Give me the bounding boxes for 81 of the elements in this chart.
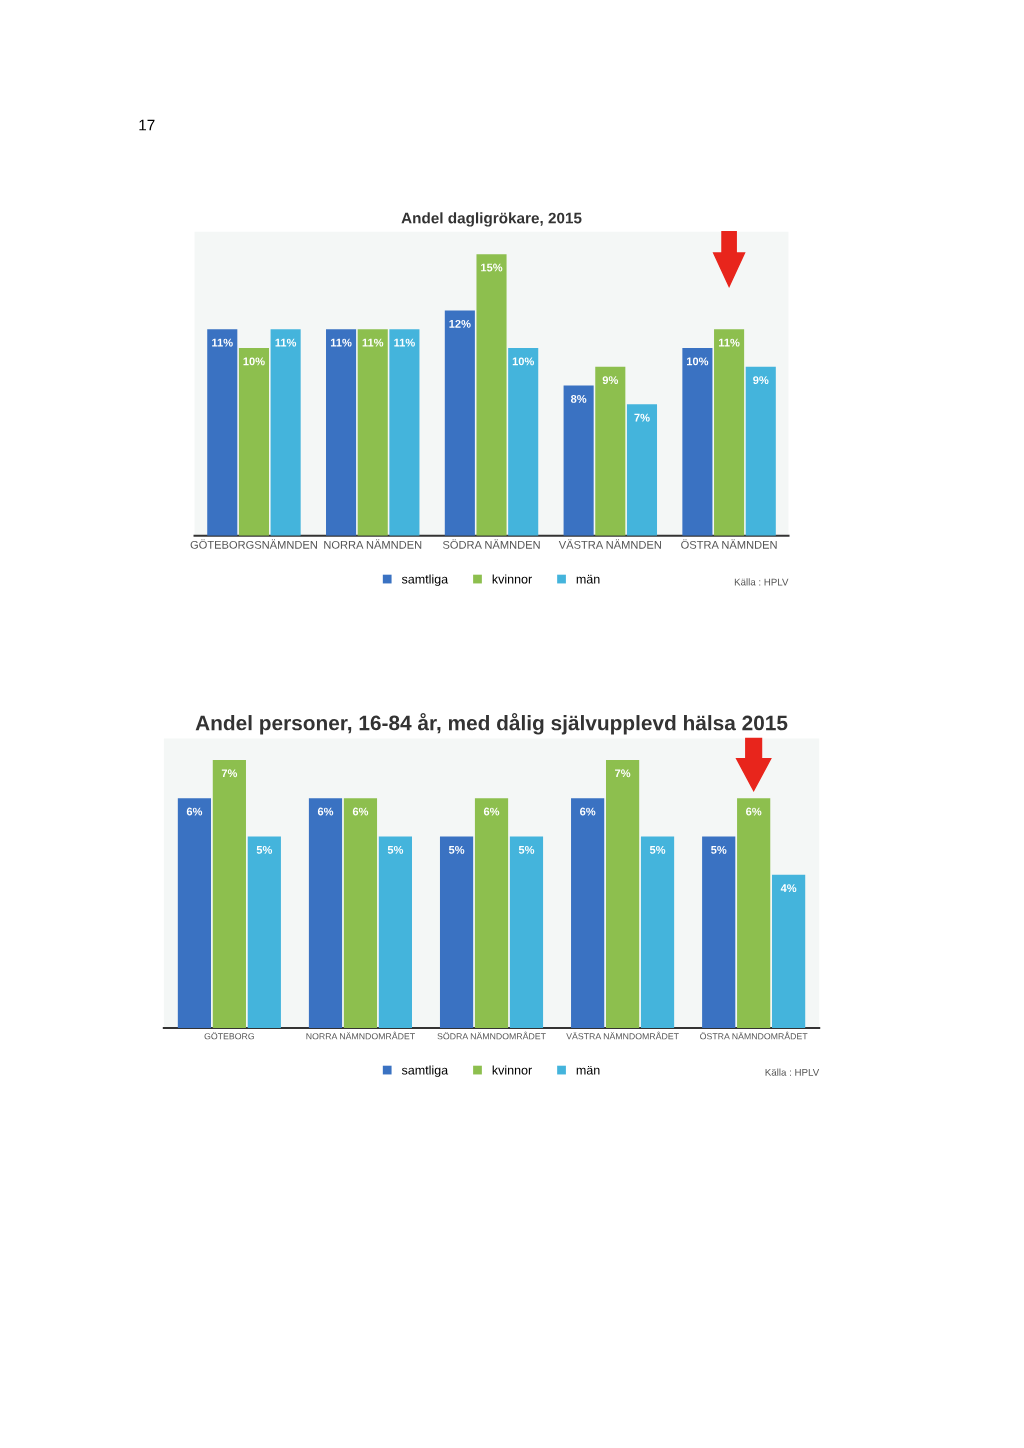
bar xyxy=(509,836,544,1029)
data-label: 5% xyxy=(649,845,666,854)
bar xyxy=(308,798,343,1029)
bar xyxy=(508,348,539,536)
bar xyxy=(177,798,212,1029)
bar xyxy=(238,348,269,536)
text: Källa : HPLV xyxy=(765,1068,820,1076)
x-tick-label: NORRA NÄMNDOMRÅDET xyxy=(306,1031,415,1040)
bar xyxy=(474,798,509,1029)
bar xyxy=(357,329,388,536)
data-label: 5% xyxy=(387,845,404,854)
text: Källa : HPLV xyxy=(734,578,789,586)
bar xyxy=(772,874,806,1029)
data-label: 10% xyxy=(686,357,709,366)
x-tick-label: SÖDRA NÄMNDOMRÅDET xyxy=(437,1031,546,1040)
bar xyxy=(389,329,420,536)
data-label: 6% xyxy=(352,807,369,816)
data-label: 6% xyxy=(186,807,203,816)
chart-title: Andel personer, 16-84 år, med dålig självupplevd hälsa 2015 xyxy=(195,713,788,735)
bar xyxy=(626,404,658,536)
data-label: 7% xyxy=(221,769,238,778)
data-label: 11% xyxy=(330,338,352,347)
legend-label: män xyxy=(576,1065,600,1075)
bar xyxy=(247,836,281,1029)
data-label: 10% xyxy=(512,357,535,366)
bar xyxy=(595,366,626,536)
x-tick-label: GÖTEBORG xyxy=(204,1031,254,1040)
bar xyxy=(439,836,474,1029)
bar xyxy=(682,348,713,536)
data-label: 9% xyxy=(602,376,619,385)
legend-label: samtliga xyxy=(401,1065,449,1078)
data-label: 5% xyxy=(711,845,727,854)
bar xyxy=(571,798,605,1029)
bar xyxy=(476,254,507,536)
bar xyxy=(714,329,745,536)
data-label: 5% xyxy=(256,845,273,854)
data-label: 5% xyxy=(518,845,535,854)
data-label: 4% xyxy=(780,884,797,893)
data-label: 15% xyxy=(481,263,503,272)
x-tick-label: ÖSTRA NÄMNDOMRÅDET xyxy=(700,1031,808,1040)
legend-label: kvinnor xyxy=(492,1065,532,1075)
x-tick-label: NORRA NÄMNDEN xyxy=(324,539,422,549)
x-tick-label: VÄSTRA NÄMNDEN xyxy=(558,539,661,549)
bar xyxy=(563,385,594,536)
x-tick-label: ÖSTRA NÄMNDEN xyxy=(681,539,777,549)
bar xyxy=(378,836,412,1029)
data-label: 12% xyxy=(449,319,471,328)
data-label: 5% xyxy=(448,845,465,854)
chart-title: Andel dagligrökare, 2015 xyxy=(401,212,582,227)
legend-label: kvinnor xyxy=(492,574,532,584)
x-tick-label: GÖTEBORGSNÄMNDEN xyxy=(190,539,317,549)
data-label: 11% xyxy=(394,338,415,347)
x-tick-label: VÄSTRA NÄMNDOMRÅDET xyxy=(566,1031,679,1040)
data-label: 8% xyxy=(570,394,587,403)
bar xyxy=(326,329,357,536)
data-label: 11% xyxy=(275,338,297,347)
bar xyxy=(212,759,246,1029)
bar xyxy=(605,759,640,1029)
data-label: 7% xyxy=(634,413,650,422)
data-label: 10% xyxy=(243,357,265,366)
bar xyxy=(444,310,475,536)
data-label: 7% xyxy=(615,769,631,778)
legend-label: samtliga xyxy=(401,574,449,587)
data-label: 11% xyxy=(212,338,233,347)
legend-label: män xyxy=(576,574,600,584)
text: 17 xyxy=(139,119,155,131)
bar xyxy=(745,366,776,536)
bar xyxy=(343,798,378,1029)
data-label: 6% xyxy=(483,807,500,816)
data-label: 9% xyxy=(753,376,769,385)
bar xyxy=(640,836,675,1029)
bar xyxy=(702,836,736,1029)
data-label: 11% xyxy=(718,338,740,347)
data-label: 6% xyxy=(580,807,596,816)
data-label: 11% xyxy=(362,338,384,347)
bar xyxy=(270,329,301,536)
data-label: 6% xyxy=(317,807,334,816)
bar xyxy=(737,798,771,1029)
x-tick-label: SÖDRA NÄMNDEN xyxy=(442,539,540,549)
data-label: 6% xyxy=(746,807,762,816)
bar xyxy=(207,329,238,536)
